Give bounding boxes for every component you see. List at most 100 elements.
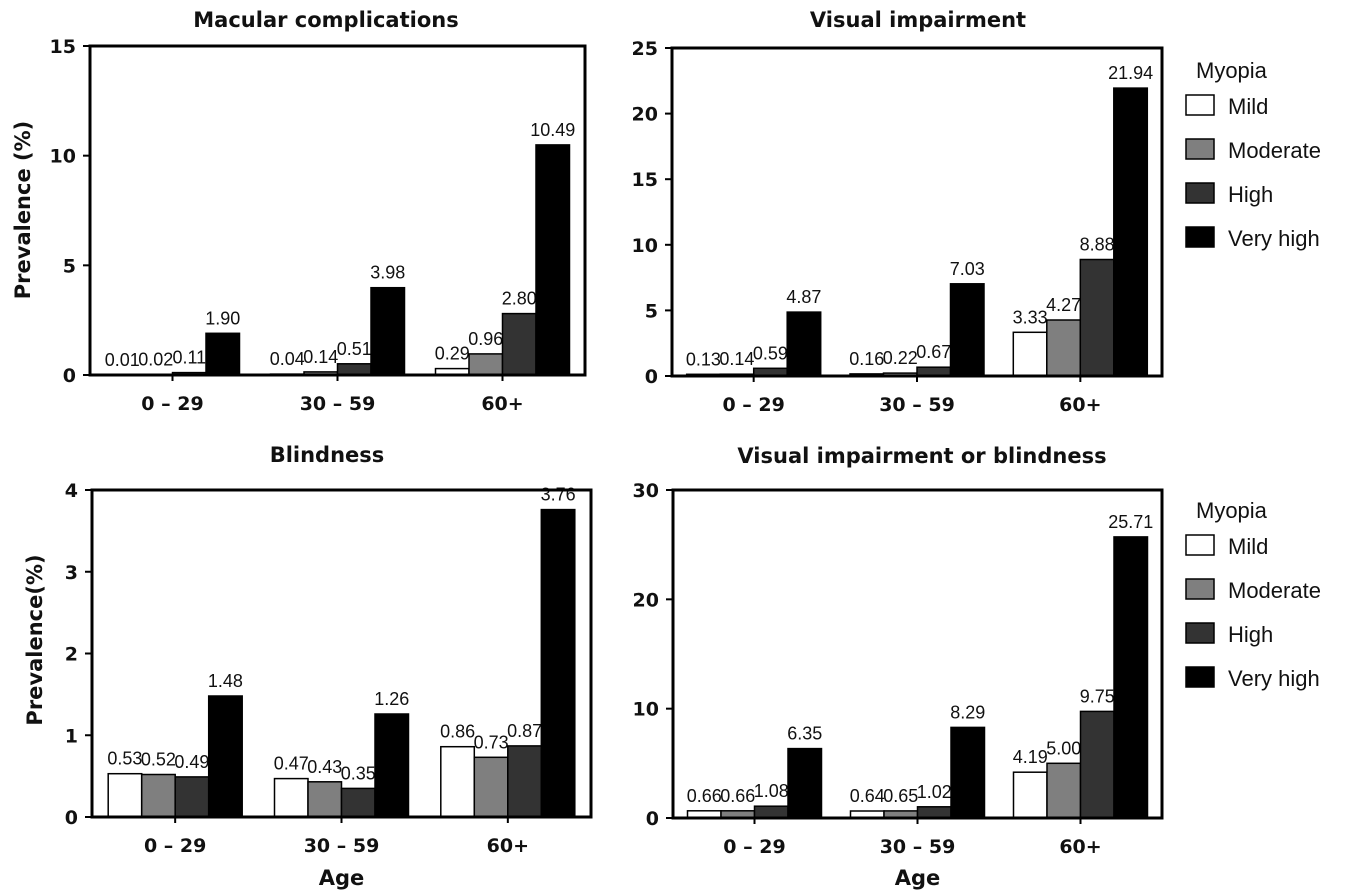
data-label: 9.75 bbox=[1080, 686, 1115, 706]
data-label: 0.14 bbox=[719, 349, 754, 369]
data-label: 25.71 bbox=[1108, 512, 1153, 532]
x-tick-label: 60+ bbox=[1059, 394, 1101, 416]
bar-moderate bbox=[473, 756, 509, 818]
data-label: 0.73 bbox=[474, 732, 509, 752]
legend-swatch-mild bbox=[1185, 534, 1215, 556]
y-tick-label: 4 bbox=[65, 480, 78, 502]
y-tick-label: 10 bbox=[633, 699, 659, 721]
y-tick-label: 0 bbox=[65, 807, 78, 829]
bar-very-high bbox=[374, 713, 410, 818]
bar-mild bbox=[1012, 331, 1048, 377]
bar-high bbox=[1079, 258, 1115, 377]
plot-frame bbox=[670, 46, 1164, 378]
y-tick-label: 5 bbox=[63, 255, 76, 277]
data-label: 0.64 bbox=[850, 786, 885, 806]
bar-moderate bbox=[1046, 762, 1082, 819]
legend-label-high: High bbox=[1228, 622, 1273, 647]
data-label: 1.48 bbox=[208, 671, 243, 691]
data-label: 8.29 bbox=[950, 702, 985, 722]
data-label: 0.59 bbox=[753, 343, 788, 363]
data-label: 4.87 bbox=[786, 287, 821, 307]
bar-moderate bbox=[140, 773, 176, 818]
x-tick-label: 30 – 59 bbox=[304, 835, 380, 857]
legend-label-high: High bbox=[1228, 182, 1273, 207]
chart-title: Visual impairment bbox=[810, 8, 1026, 32]
bar-moderate bbox=[1046, 319, 1082, 377]
bar-high bbox=[507, 745, 543, 818]
legend-label-mild: Mild bbox=[1228, 94, 1268, 119]
bar-high bbox=[916, 806, 952, 819]
bar-mild bbox=[440, 745, 476, 818]
plot-frame bbox=[671, 488, 1164, 820]
bar-high bbox=[501, 312, 537, 376]
legend-label-moderate: Moderate bbox=[1228, 578, 1321, 603]
x-tick-label: 0 – 29 bbox=[723, 836, 785, 858]
y-tick-label: 30 bbox=[633, 480, 659, 502]
data-label: 1.02 bbox=[917, 782, 952, 802]
y-tick-label: 15 bbox=[50, 36, 76, 58]
bar-very-high bbox=[370, 286, 406, 376]
x-axis-label: Age bbox=[895, 866, 941, 890]
legend-swatch-moderate bbox=[1185, 578, 1215, 600]
x-tick-label: 0 – 29 bbox=[141, 393, 203, 415]
y-axis-label: Prevalence (%) bbox=[11, 121, 35, 299]
y-tick-label: 10 bbox=[632, 235, 658, 257]
y-tick-label: 20 bbox=[632, 104, 658, 126]
data-label: 0.35 bbox=[341, 763, 376, 783]
data-label: 0.49 bbox=[174, 752, 209, 772]
bar-very-high bbox=[207, 695, 243, 818]
data-label: 1.90 bbox=[205, 308, 240, 328]
chart-title: Blindness bbox=[270, 443, 385, 467]
data-label: 0.11 bbox=[172, 348, 206, 368]
y-axis-label: Prevalence(%) bbox=[23, 554, 47, 725]
data-label: 5.00 bbox=[1046, 738, 1081, 758]
data-label: 0.14 bbox=[303, 347, 338, 367]
data-label: 0.66 bbox=[720, 786, 755, 806]
bar-mild bbox=[107, 772, 143, 818]
bar-high bbox=[336, 363, 372, 376]
y-tick-label: 3 bbox=[65, 562, 78, 584]
bar-very-high bbox=[1113, 87, 1149, 377]
data-label: 0.16 bbox=[849, 349, 884, 369]
bar-very-high bbox=[786, 311, 822, 377]
data-label: 8.88 bbox=[1080, 235, 1115, 255]
y-tick-label: 10 bbox=[50, 146, 76, 168]
legend-label-moderate: Moderate bbox=[1228, 138, 1321, 163]
chart-title: Visual impairment or blindness bbox=[737, 444, 1106, 468]
legend-swatch-mild bbox=[1185, 94, 1215, 116]
bar-moderate bbox=[468, 353, 504, 376]
bar-very-high bbox=[540, 508, 576, 818]
bar-mild bbox=[1012, 771, 1048, 819]
legend-swatch-high bbox=[1185, 182, 1215, 204]
x-tick-label: 60+ bbox=[487, 835, 529, 857]
x-tick-label: 30 – 59 bbox=[300, 393, 376, 415]
bar-high bbox=[174, 776, 210, 818]
data-label: 0.67 bbox=[916, 342, 951, 362]
bar-very-high bbox=[787, 747, 823, 819]
data-label: 0.47 bbox=[274, 754, 309, 774]
y-tick-label: 5 bbox=[645, 300, 658, 322]
data-label: 0.52 bbox=[141, 750, 176, 770]
y-tick-label: 2 bbox=[65, 644, 78, 666]
bar-very-high bbox=[535, 144, 571, 376]
bar-very-high bbox=[950, 726, 986, 819]
data-label: 0.29 bbox=[435, 344, 470, 364]
bar-very-high bbox=[205, 332, 241, 376]
data-label: 0.43 bbox=[307, 757, 342, 777]
bar-high bbox=[1079, 710, 1115, 819]
y-tick-label: 1 bbox=[65, 725, 78, 747]
data-label: 4.19 bbox=[1013, 747, 1048, 767]
data-label: 0.87 bbox=[507, 721, 542, 741]
plot-frame bbox=[88, 44, 587, 377]
legend-label-very-high: Very high bbox=[1228, 666, 1320, 691]
data-label: 0.01 bbox=[105, 350, 140, 370]
x-tick-label: 60+ bbox=[1059, 836, 1101, 858]
legend-label-very-high: Very high bbox=[1228, 226, 1320, 251]
bar-moderate bbox=[307, 781, 343, 818]
bar-high bbox=[340, 787, 376, 818]
x-tick-label: 0 – 29 bbox=[722, 394, 784, 416]
x-tick-label: 0 – 29 bbox=[144, 835, 206, 857]
bar-very-high bbox=[1113, 536, 1149, 819]
legend-swatch-high bbox=[1185, 622, 1215, 644]
